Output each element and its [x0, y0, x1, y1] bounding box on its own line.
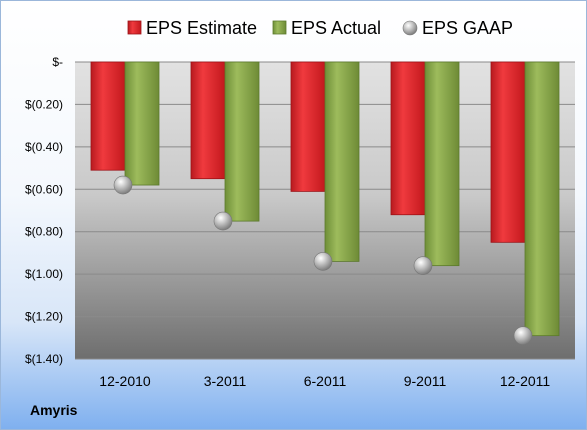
bar-eps-actual [124, 61, 160, 186]
bar-eps-actual [424, 61, 460, 267]
y-tick-label: $(0.60) [25, 182, 63, 196]
legend-label: EPS GAAP [422, 18, 513, 38]
bars [90, 61, 560, 337]
y-tick-label: $(0.80) [25, 225, 63, 239]
x-tick-label: 9-2011 [404, 373, 447, 389]
point-eps-gaap [213, 211, 233, 231]
y-tick-label: $(0.20) [25, 97, 63, 111]
legend-label: EPS Actual [291, 18, 381, 38]
bar-eps-estimate [490, 61, 526, 243]
gaap-points [113, 175, 533, 345]
point-eps-gaap [513, 326, 533, 345]
y-tick-label: $(1.00) [25, 267, 63, 281]
x-tick-label: 12-2011 [500, 373, 551, 389]
legend-label: EPS Estimate [146, 18, 257, 38]
x-axis-ticks: 12-2010 3-2011 6-2011 9-2011 12-2011 [99, 373, 550, 389]
company-label: Amyris [30, 402, 78, 418]
legend: EPS Estimate EPS Actual EPS GAAP [127, 18, 513, 38]
y-axis-ticks: $- $(0.20) $(0.40) $(0.60) $(0.80) $(1.00) $(1… [25, 55, 63, 366]
y-tick-label: $(1.40) [25, 352, 63, 366]
legend-swatch [272, 20, 287, 35]
point-eps-gaap [113, 175, 133, 195]
legend-swatch [127, 20, 142, 35]
bar-eps-estimate [390, 61, 426, 216]
point-eps-gaap [413, 256, 433, 275]
bar-eps-estimate [290, 61, 326, 192]
bar-eps-estimate [90, 61, 126, 171]
bar-eps-actual [324, 61, 360, 262]
bar-eps-actual [224, 61, 260, 222]
bar-eps-estimate [190, 61, 226, 180]
x-tick-label: 12-2010 [99, 373, 151, 389]
point-eps-gaap [313, 252, 333, 271]
y-tick-label: $- [52, 55, 63, 69]
x-tick-label: 6-2011 [304, 373, 347, 389]
x-tick-label: 3-2011 [204, 373, 247, 389]
y-tick-label: $(0.40) [25, 140, 63, 154]
y-tick-label: $(1.20) [25, 310, 63, 324]
legend-swatch [402, 20, 418, 36]
bar-eps-actual [524, 61, 560, 337]
